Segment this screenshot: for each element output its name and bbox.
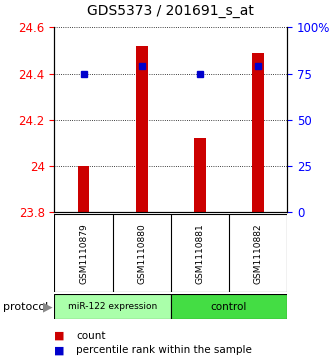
Text: GSM1110881: GSM1110881: [195, 223, 204, 284]
Text: ■: ■: [54, 331, 65, 341]
Bar: [54, 294, 171, 319]
Bar: [171, 294, 287, 319]
Bar: [194, 138, 206, 212]
Text: ■: ■: [54, 345, 65, 355]
Text: ▶: ▶: [43, 300, 53, 313]
Text: GSM1110882: GSM1110882: [253, 223, 263, 284]
Text: GSM1110879: GSM1110879: [79, 223, 88, 284]
Bar: [252, 53, 264, 212]
Text: percentile rank within the sample: percentile rank within the sample: [76, 345, 252, 355]
Text: miR-122 expression: miR-122 expression: [68, 302, 157, 311]
Text: count: count: [76, 331, 105, 341]
Text: control: control: [211, 302, 247, 312]
Text: GSM1110880: GSM1110880: [137, 223, 146, 284]
Bar: [136, 46, 148, 212]
Text: GDS5373 / 201691_s_at: GDS5373 / 201691_s_at: [87, 4, 254, 18]
Bar: [78, 166, 89, 212]
Text: protocol: protocol: [3, 302, 49, 312]
